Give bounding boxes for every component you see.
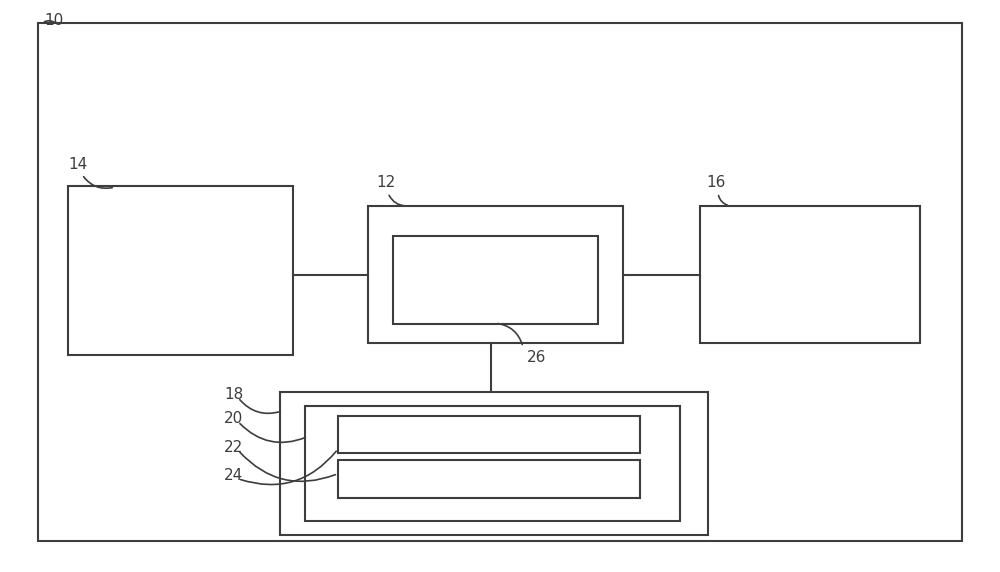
Bar	[68, 186, 293, 355]
Text: 12: 12	[376, 175, 395, 190]
Bar	[368, 206, 623, 343]
Text: 20: 20	[224, 411, 243, 426]
Text: 22: 22	[224, 440, 243, 455]
Text: 26: 26	[527, 350, 546, 365]
Bar	[700, 206, 920, 343]
Bar	[393, 236, 598, 324]
Text: 18: 18	[224, 387, 243, 402]
Bar	[338, 460, 640, 498]
Text: 10: 10	[44, 13, 63, 27]
Text: 24: 24	[224, 468, 243, 483]
Bar	[305, 406, 680, 521]
Text: 14: 14	[68, 157, 87, 172]
Text: 16: 16	[706, 175, 725, 190]
Bar	[280, 392, 708, 535]
Bar	[338, 416, 640, 453]
